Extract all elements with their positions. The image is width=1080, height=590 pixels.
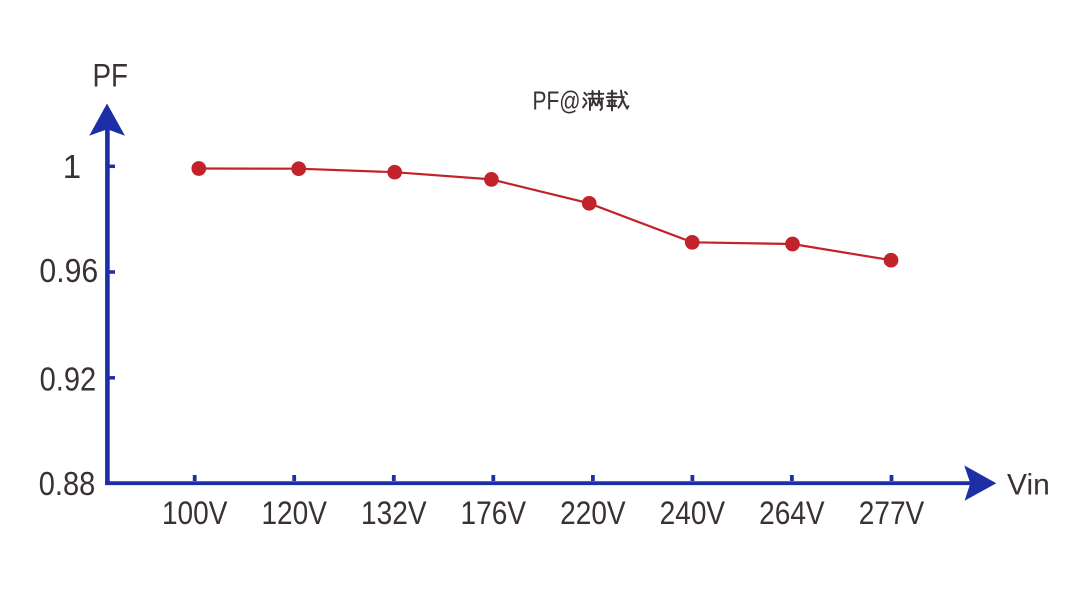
svg-text:132V: 132V [361,495,427,531]
svg-text:176V: 176V [461,495,527,531]
svg-text:100V: 100V [162,495,228,531]
svg-text:Vin: Vin [1007,468,1050,501]
svg-text:120V: 120V [261,495,327,531]
svg-text:1: 1 [63,148,81,185]
svg-text:0.88: 0.88 [39,465,96,502]
svg-text:PF: PF [93,58,129,94]
svg-text:0.92: 0.92 [40,360,97,397]
svg-text:277V: 277V [859,495,925,531]
svg-text:0.96: 0.96 [39,252,98,289]
svg-text:264V: 264V [759,495,825,531]
svg-text:240V: 240V [660,495,726,531]
svg-text:PF@: PF@ [533,86,581,116]
svg-text:220V: 220V [560,495,626,531]
